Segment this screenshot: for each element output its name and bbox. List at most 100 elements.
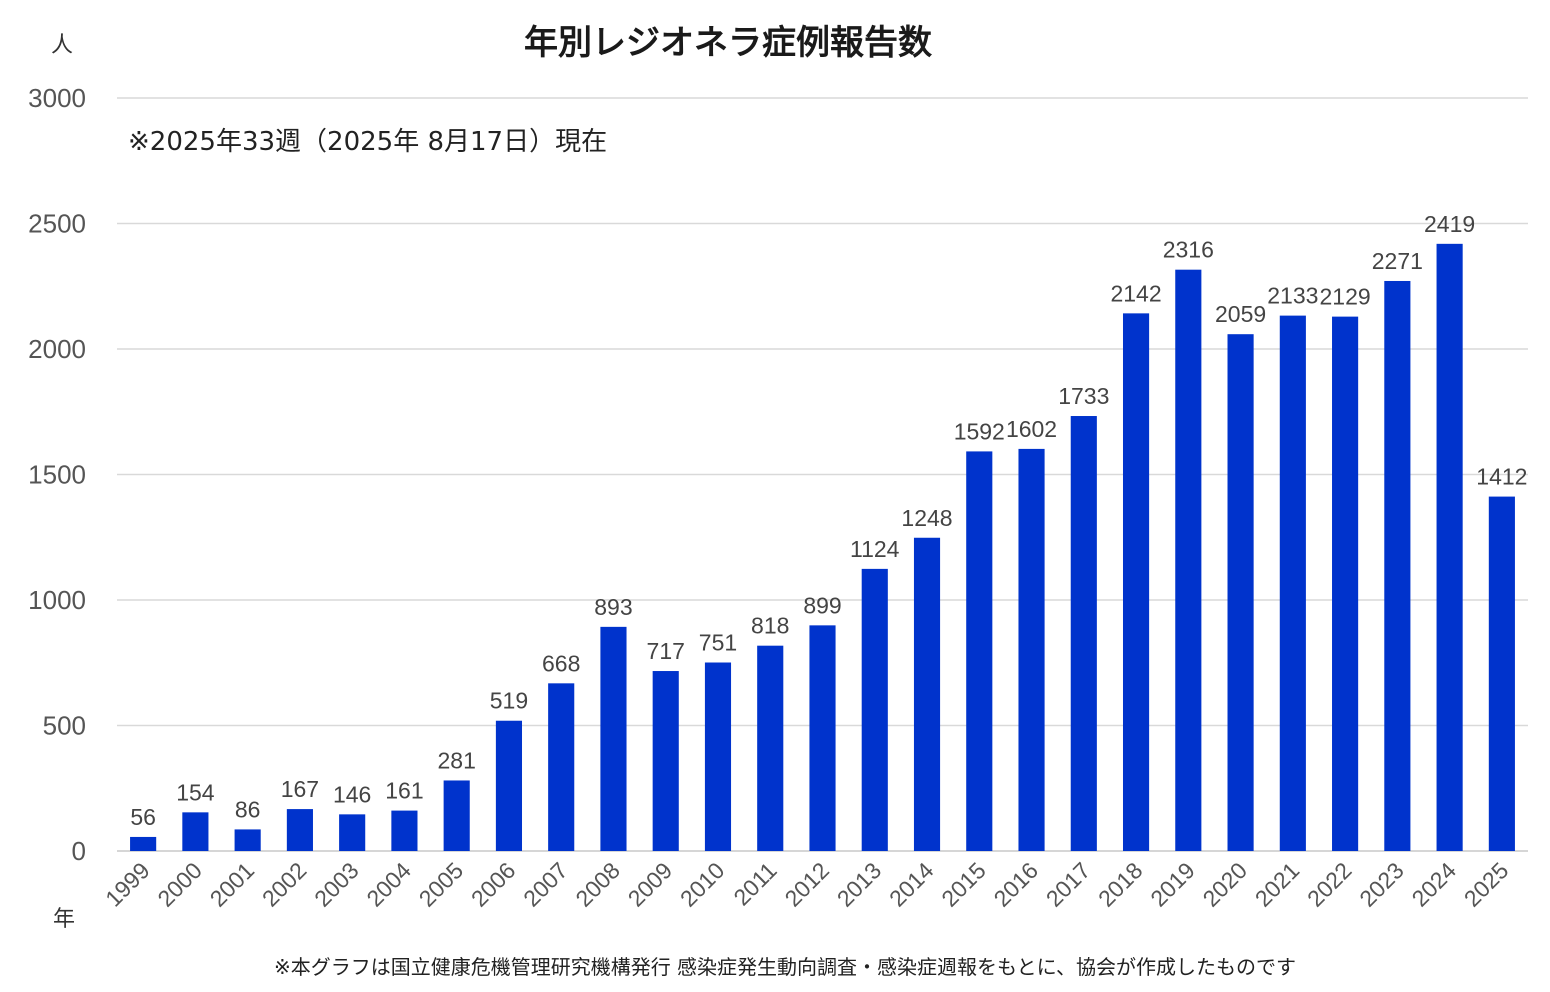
chart-subtitle: ※2025年33週（2025年 8月17日）現在 — [128, 127, 607, 157]
data-label: 86 — [235, 796, 261, 822]
bar — [391, 810, 418, 851]
bar — [1175, 269, 1202, 852]
x-tick-label: 2002 — [257, 857, 312, 912]
data-label: 2133 — [1267, 283, 1318, 309]
data-label: 751 — [699, 629, 737, 655]
bar — [286, 809, 313, 851]
x-tick-label: 2024 — [1407, 857, 1462, 912]
data-label: 1124 — [850, 536, 900, 562]
data-label: 1602 — [1006, 416, 1057, 442]
bar — [182, 812, 209, 851]
bar — [809, 625, 836, 851]
bar — [1332, 316, 1359, 852]
data-label: 154 — [176, 779, 215, 805]
x-tick-label: 2020 — [1198, 857, 1253, 912]
x-tick-label: 2005 — [414, 857, 469, 912]
data-label: 2419 — [1424, 211, 1475, 237]
bar — [234, 829, 261, 851]
x-tick-label: 2015 — [936, 857, 991, 912]
data-label: 2129 — [1320, 284, 1371, 310]
data-label: 1592 — [954, 418, 1005, 444]
x-tick-label: 2009 — [623, 857, 678, 912]
bar — [495, 720, 523, 851]
data-label: 2142 — [1110, 280, 1161, 306]
x-tick-label: 2022 — [1302, 857, 1357, 912]
data-labels: 56 154 86 167 146 161 281 519 668 893 717 751 818 899… — [130, 211, 1527, 830]
bar — [913, 537, 941, 851]
gridlines — [117, 97, 1528, 852]
x-axis-unit: 年 — [53, 907, 75, 932]
data-label: 1733 — [1058, 383, 1109, 409]
y-tick-label: 1000 — [28, 585, 86, 615]
y-tick-label: 1500 — [28, 460, 86, 490]
chart-title: 年別レジオネラ症例報告数 — [524, 23, 932, 63]
x-tick-label: 2013 — [832, 857, 887, 912]
x-tick-label: 2011 — [728, 857, 781, 910]
bar — [130, 836, 157, 851]
data-label: 519 — [490, 688, 528, 714]
bar — [1279, 315, 1306, 851]
data-label: 899 — [803, 592, 841, 618]
data-label: 167 — [281, 776, 319, 802]
bar — [600, 626, 627, 851]
x-tick-label: 2016 — [989, 857, 1044, 912]
data-label: 2271 — [1372, 248, 1423, 274]
x-tick-label: 2012 — [779, 857, 834, 912]
y-axis-unit: 人 — [51, 33, 73, 58]
bars — [130, 243, 1515, 852]
data-label: 893 — [594, 594, 632, 620]
data-label: 1412 — [1476, 464, 1527, 490]
x-tick-label: 2003 — [309, 857, 364, 912]
bar — [652, 671, 679, 851]
bar — [339, 814, 366, 851]
data-label: 281 — [437, 747, 475, 773]
y-tick-label: 500 — [43, 711, 86, 741]
bar — [1227, 334, 1254, 851]
x-axis-ticks: 1999200020012002200320042005200620072008… — [100, 857, 1513, 912]
bar — [1018, 448, 1045, 851]
bar — [966, 451, 993, 851]
y-axis-ticks: 0 500 1000 1500 2000 2500 3000 — [28, 83, 86, 866]
bar — [443, 780, 470, 851]
x-tick-label: 2017 — [1041, 857, 1096, 912]
data-label: 818 — [751, 613, 789, 639]
x-tick-label: 1999 — [100, 857, 155, 912]
y-tick-label: 2500 — [28, 209, 86, 239]
x-tick-label: 2019 — [1145, 857, 1200, 912]
chart-footnote: ※本グラフは国立健康危機管理研究機構発行 感染症発生動向調査・感染症週報をもとに… — [274, 955, 1296, 979]
bar — [1488, 496, 1515, 851]
data-label: 2059 — [1215, 301, 1266, 327]
bar — [757, 645, 784, 851]
x-tick-label: 2006 — [466, 857, 521, 912]
bar — [1436, 243, 1463, 851]
bar — [704, 662, 732, 851]
x-tick-label: 2023 — [1354, 857, 1409, 912]
x-tick-label: 2025 — [1459, 857, 1514, 912]
bar — [1122, 313, 1150, 851]
x-tick-label: 2018 — [1093, 857, 1148, 912]
data-label: 146 — [333, 781, 371, 807]
x-tick-label: 2014 — [884, 857, 939, 912]
data-label: 668 — [542, 650, 580, 676]
data-label: 1248 — [901, 505, 952, 531]
data-label: 161 — [385, 778, 423, 804]
x-tick-label: 2000 — [152, 857, 207, 912]
bar — [1070, 416, 1097, 851]
data-label: 56 — [130, 804, 156, 830]
bar — [861, 568, 888, 851]
x-tick-label: 2021 — [1250, 857, 1305, 912]
bar — [548, 683, 575, 851]
data-label: 717 — [647, 638, 685, 664]
x-tick-label: 2008 — [570, 857, 625, 912]
data-label: 2316 — [1163, 237, 1214, 263]
x-tick-label: 2001 — [205, 857, 260, 912]
y-tick-label: 3000 — [28, 83, 86, 113]
x-tick-label: 2007 — [518, 857, 573, 912]
y-tick-label: 0 — [72, 836, 86, 866]
x-tick-label: 2004 — [361, 857, 416, 912]
y-tick-label: 2000 — [28, 334, 86, 364]
bar — [1384, 280, 1411, 851]
x-tick-label: 2010 — [675, 857, 730, 912]
